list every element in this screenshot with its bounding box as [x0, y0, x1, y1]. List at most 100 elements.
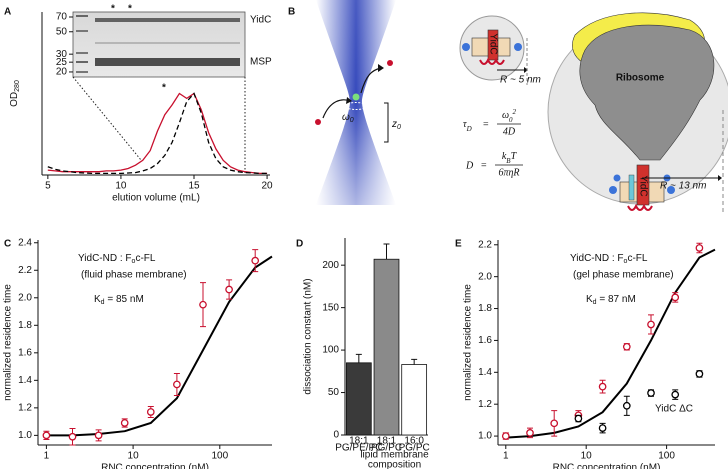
equation-numerator: ω02	[502, 108, 517, 124]
data-point	[598, 424, 607, 432]
data-point	[695, 370, 704, 378]
y-tick-label: 2.2	[478, 239, 492, 250]
x-tick-label: 20	[262, 181, 274, 192]
radius-label: R ~ 13 nm	[660, 181, 706, 192]
x-axis-label: composition	[368, 460, 421, 469]
y-tick-label: 2.0	[478, 271, 492, 282]
x-tick-label: 18:1	[349, 436, 369, 447]
equation-denominator: 4D	[503, 126, 516, 137]
y-axis-label: normalized residence time	[3, 284, 14, 401]
ladder-label: 30	[56, 49, 68, 60]
construct-label-part: YidC-ND : F	[570, 253, 624, 264]
x-tick-label: 1	[503, 451, 509, 462]
data-point	[42, 431, 51, 440]
y-tick-label: 1.0	[18, 430, 32, 441]
equation-numerator: kBT	[502, 151, 518, 164]
y-tick-label: 1.6	[478, 335, 492, 346]
construct-label-part: o	[132, 258, 136, 265]
data-point	[120, 419, 129, 427]
equation-numerator-part: B	[506, 157, 511, 165]
gel-inset	[72, 11, 246, 78]
chromatogram-line	[47, 92, 268, 175]
band-label: MSP	[250, 57, 272, 68]
data-point	[574, 414, 583, 423]
data-point	[671, 293, 680, 302]
x-tick-label: PG/PC	[371, 443, 402, 454]
bar	[401, 364, 428, 436]
construct-label: YidC-ND : Foc-FL	[78, 253, 156, 266]
data-point	[671, 390, 680, 399]
x-tick-label: 10	[128, 451, 140, 462]
y-axis-label-part: OD	[9, 92, 20, 107]
y-tick-label: 1.8	[18, 320, 32, 331]
data-point	[647, 389, 655, 397]
x-tick-label: PG/PE/PC	[335, 443, 382, 454]
x-tick-label: 100	[211, 451, 228, 462]
construct-label-part: YidC-ND : F	[78, 253, 132, 264]
x-tick-label: 10	[581, 451, 593, 462]
kd-label-part: K	[586, 294, 593, 305]
x-tick-label: 10	[115, 181, 127, 192]
panel-label: E	[455, 239, 462, 250]
x-tick-label: 18:1	[377, 436, 397, 447]
axial-label-part: z	[391, 119, 397, 130]
y-axis-label: OD280	[9, 80, 22, 107]
y-tick-label: 1.2	[478, 399, 492, 410]
data-point	[225, 285, 233, 294]
ladder-label: 25	[56, 57, 68, 68]
fit-curve	[505, 248, 716, 439]
y-tick-label: 1.4	[478, 367, 492, 378]
y-tick-label: 1.4	[18, 375, 32, 386]
equation-numerator-part: T	[511, 151, 518, 162]
data-point	[598, 382, 607, 391]
y-axis-label-part: 280	[14, 80, 21, 92]
bar	[373, 258, 400, 436]
y-tick-label: 150	[322, 302, 339, 313]
panel-label: C	[4, 239, 11, 250]
data-point	[251, 256, 260, 265]
equation-numerator-part: k	[502, 151, 507, 162]
y-tick-label: 2.4	[18, 237, 32, 248]
construct-label-part: c-FL	[135, 253, 155, 264]
equation-numerator-part: 2	[513, 108, 517, 116]
error-bar	[383, 243, 390, 260]
y-tick-label: 1.8	[478, 303, 492, 314]
bar	[345, 362, 372, 436]
y-axis-label: normalized residence time	[463, 284, 474, 401]
data-point	[622, 342, 631, 351]
kd-label: Kd = 85 nM	[94, 294, 144, 307]
x-tick-label: PG/PC	[399, 443, 430, 454]
y-tick-label: 100	[322, 345, 339, 356]
kd-label-part: d	[593, 299, 597, 306]
axial-label: z0	[391, 119, 401, 132]
band-label: YidC	[250, 15, 271, 26]
data-point	[501, 432, 510, 440]
x-axis-label: RNC concentration (nM)	[553, 463, 661, 469]
x-axis-label: RNC concentration (nM)	[101, 463, 209, 469]
equation-lhs-part: D	[466, 125, 472, 133]
kd-label-part: = 85 nM	[105, 294, 144, 305]
equation-sign: =	[481, 160, 487, 171]
error-bar	[411, 358, 418, 365]
data-point	[173, 380, 181, 389]
ladder-label: 20	[56, 67, 68, 78]
kd-label-part: K	[94, 294, 101, 305]
equation-sign: =	[483, 119, 489, 130]
lane-marker: *	[111, 4, 115, 15]
equation-numerator-part: 0	[509, 116, 513, 124]
chromatogram-line	[47, 92, 268, 175]
protein-label: YidC	[487, 33, 498, 54]
data-point	[94, 431, 103, 440]
ribosome-label: Ribosome	[616, 73, 665, 84]
data-point	[146, 408, 155, 416]
data-point	[622, 401, 631, 410]
data-point	[550, 419, 559, 428]
x-tick-label: 16:0	[404, 436, 424, 447]
beam-waist-label: ω0	[342, 112, 354, 125]
zoom-line	[72, 76, 142, 161]
panel-label: A	[4, 7, 11, 18]
construct-label: YidC-ND : Foc-FL	[570, 253, 648, 266]
data-point	[526, 429, 534, 437]
confocal-diagram	[315, 0, 728, 215]
